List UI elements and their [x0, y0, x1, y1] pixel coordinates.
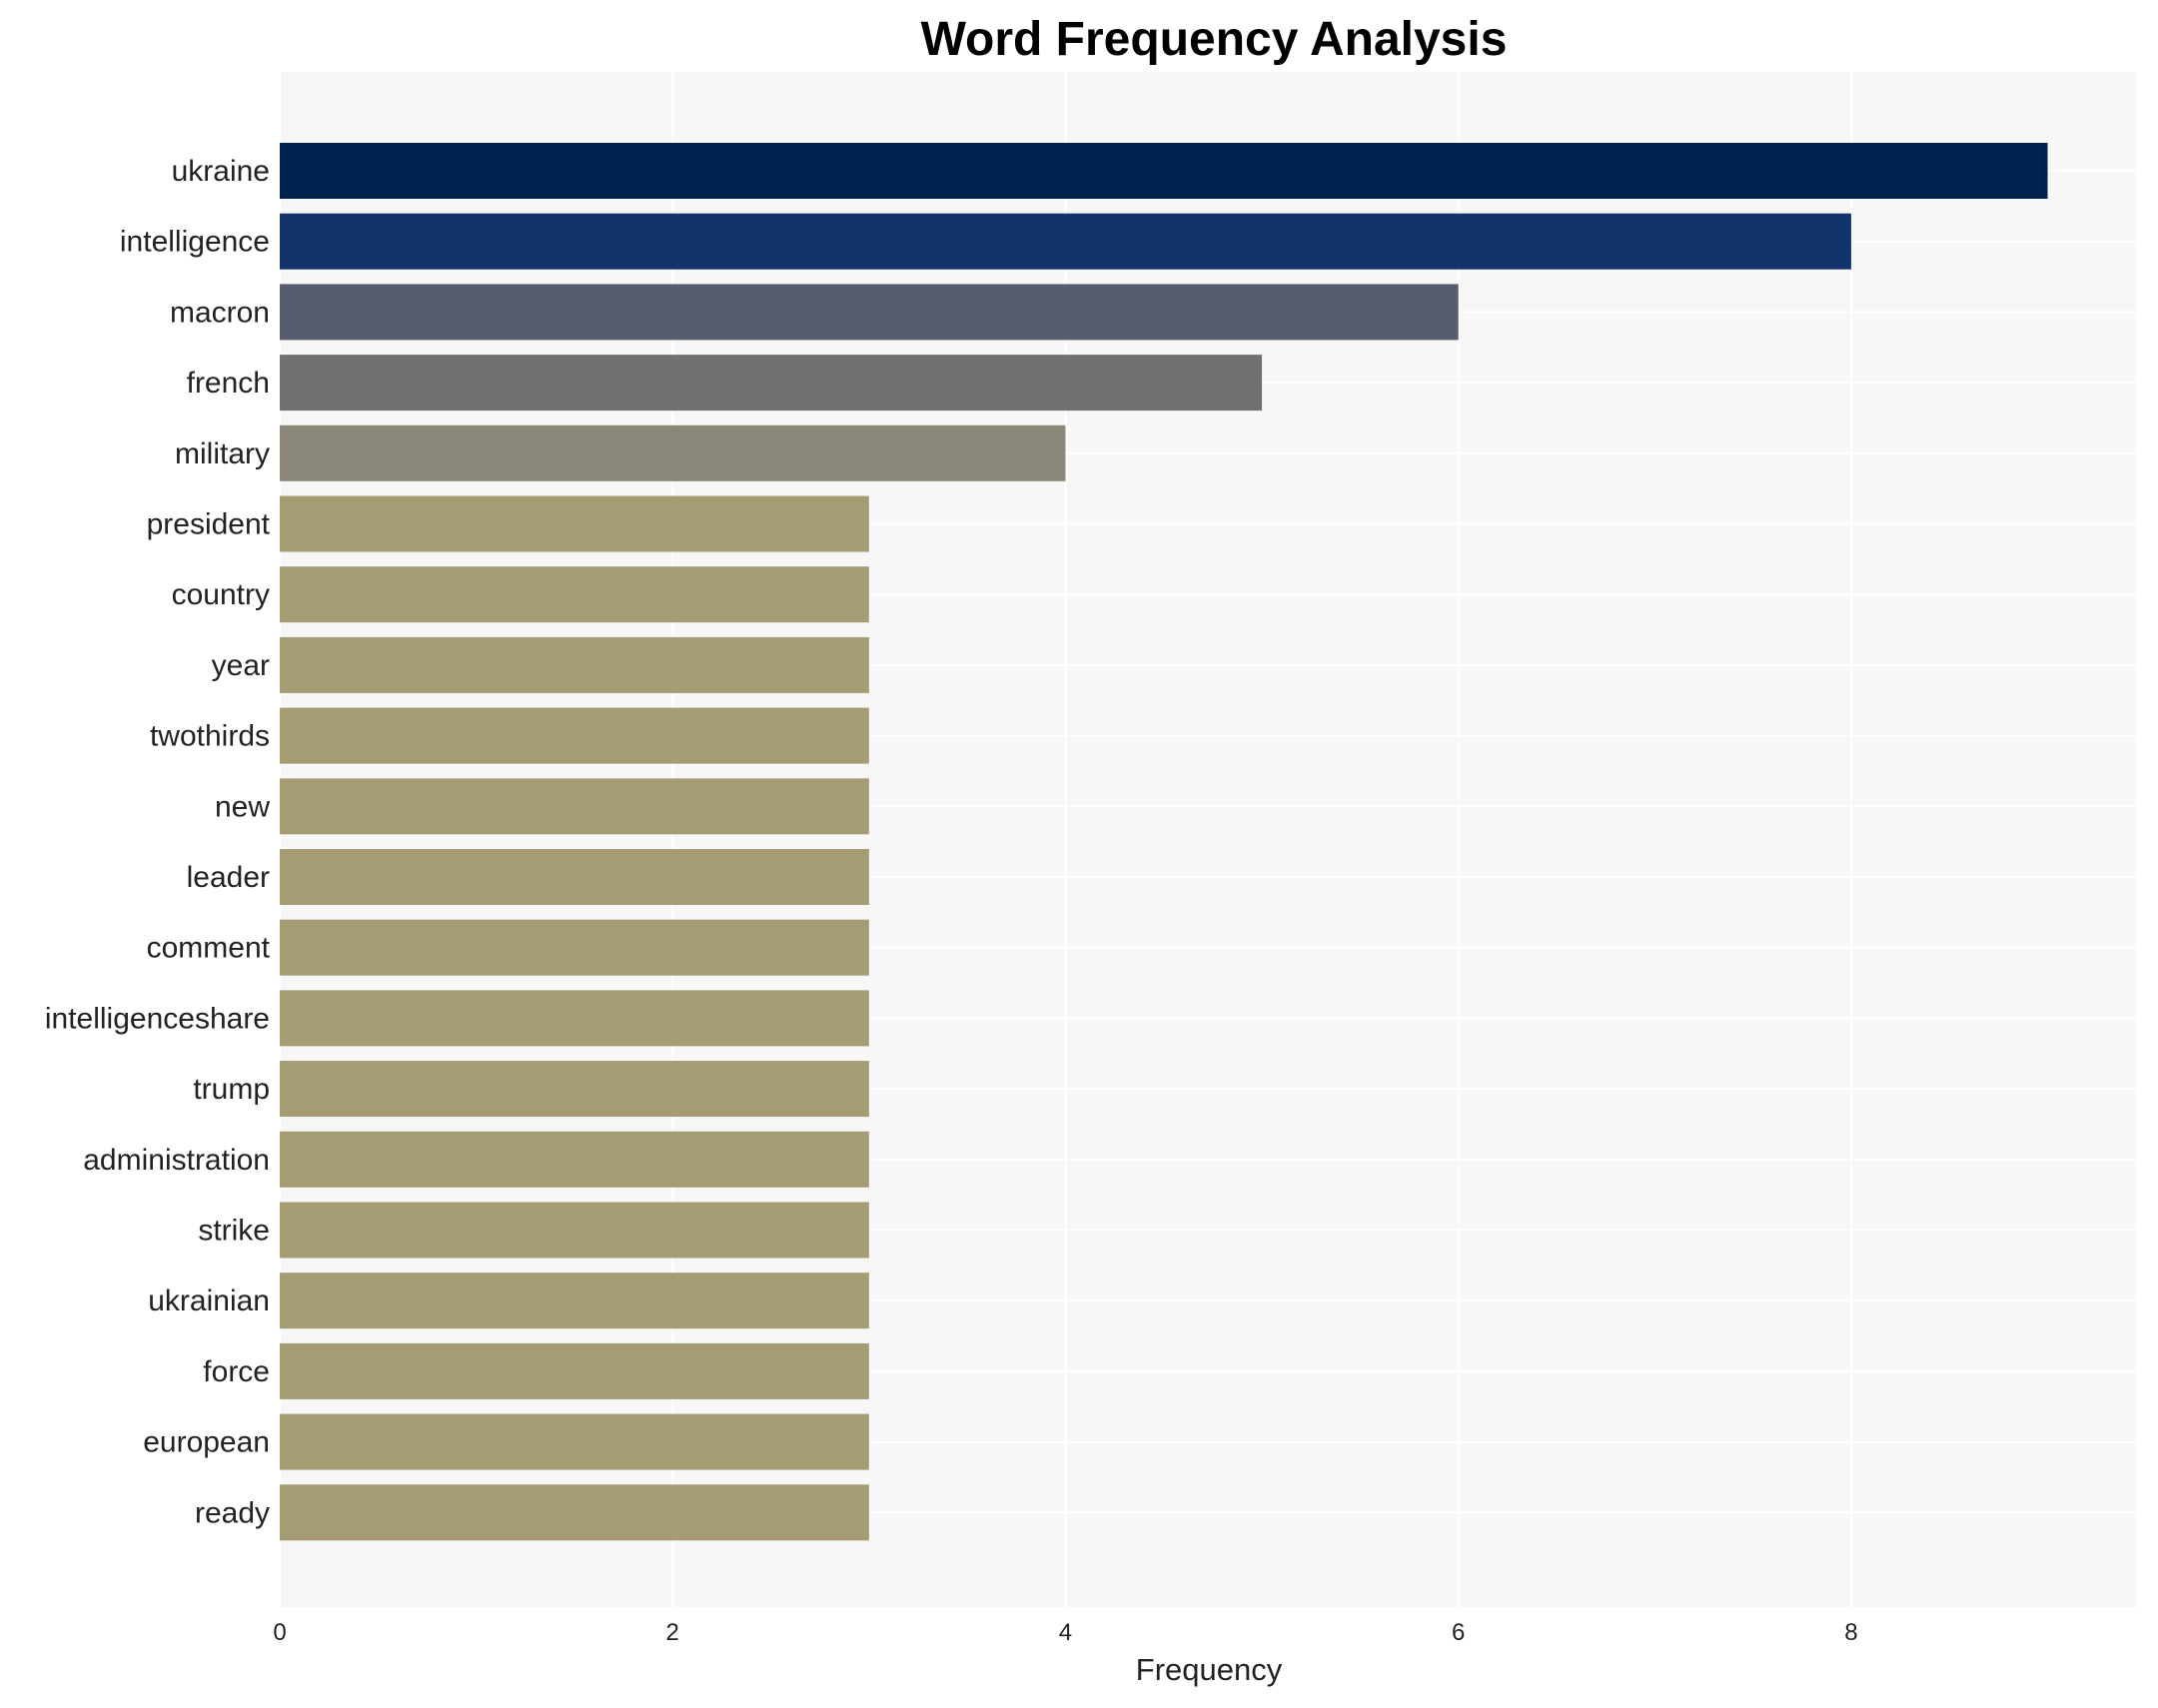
bar-year	[280, 636, 869, 693]
y-tick-label: force	[203, 1355, 270, 1388]
x-axis-ticks: 0 2 4 6 8	[273, 1619, 1857, 1646]
bars	[280, 143, 2048, 1541]
y-tick-label: trump	[193, 1073, 270, 1106]
y-tick-label: intelligenceshare	[45, 1002, 270, 1035]
x-tick-label: 8	[1844, 1619, 1857, 1646]
bar-military	[280, 425, 1066, 481]
y-axis-labels: ukraine intelligence macron french military p…	[45, 155, 271, 1529]
bar-country	[280, 566, 869, 623]
y-tick-label: strike	[198, 1215, 270, 1248]
bar-leader	[280, 849, 869, 905]
bar-new	[280, 778, 869, 835]
x-tick-label: 6	[1452, 1619, 1465, 1646]
y-tick-label: president	[147, 508, 271, 541]
bar-strike	[280, 1202, 869, 1259]
y-tick-label: french	[187, 367, 270, 400]
bar-ukraine	[280, 143, 2048, 199]
x-tick-label: 2	[666, 1619, 679, 1646]
y-tick-label: ukraine	[172, 155, 270, 188]
bar-intelligence	[280, 213, 1851, 270]
y-tick-label: country	[172, 578, 270, 611]
y-tick-label: macron	[170, 296, 270, 329]
y-tick-label: leader	[187, 861, 270, 894]
x-axis-label: Frequency	[1136, 1652, 1283, 1687]
y-tick-label: administration	[83, 1144, 270, 1177]
bar-president	[280, 495, 869, 552]
y-tick-label: ukrainian	[148, 1284, 270, 1317]
y-tick-label: intelligence	[120, 226, 270, 259]
y-tick-label: year	[212, 649, 270, 682]
bar-trump	[280, 1061, 869, 1118]
bar-ukrainian	[280, 1273, 869, 1329]
bar-ready	[280, 1484, 869, 1541]
y-tick-label: european	[143, 1426, 270, 1459]
y-tick-label: twothirds	[150, 720, 270, 753]
y-tick-label: comment	[147, 932, 271, 965]
x-tick-label: 4	[1059, 1619, 1072, 1646]
y-tick-label: new	[215, 790, 270, 823]
bar-macron	[280, 284, 1459, 341]
bar-french	[280, 355, 1263, 412]
bar-intelligenceshare	[280, 990, 869, 1047]
bar-force	[280, 1342, 869, 1399]
x-tick-label: 0	[273, 1619, 286, 1646]
bar-comment	[280, 919, 869, 976]
bar-european	[280, 1413, 869, 1470]
chart-title: Word Frequency Analysis	[921, 13, 1508, 66]
bar-twothirds	[280, 707, 869, 764]
y-tick-label: ready	[195, 1496, 270, 1529]
y-tick-label: military	[175, 437, 270, 470]
bar-administration	[280, 1131, 869, 1188]
